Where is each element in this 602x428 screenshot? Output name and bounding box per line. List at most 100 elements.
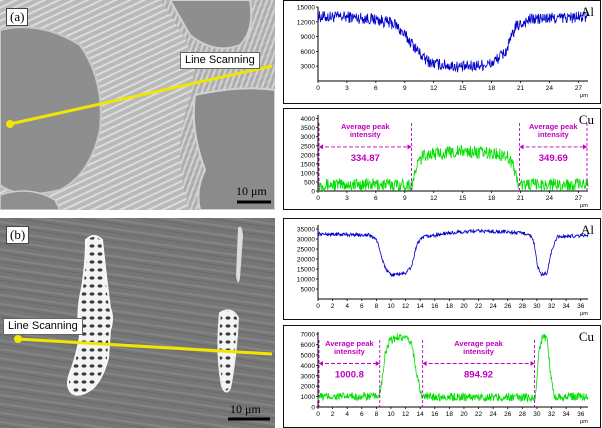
x-tick-label: 24 [546,195,554,202]
y-tick-label: 20000 [297,257,315,264]
y-tick-label: 2000 [301,152,316,159]
x-tick-label: 9 [403,195,407,202]
x-tick-label: 8 [375,411,379,418]
x-tick-label: 0 [316,85,320,92]
x-tick-label: 3 [345,195,349,202]
panel-label-b: (b) [6,226,30,244]
x-tick-label: 28 [519,411,527,418]
x-tick-label: 18 [446,303,454,310]
x-tick-label: 36 [577,303,585,310]
x-tick-label: 14 [417,303,425,310]
x-tick-label: 15 [459,85,467,92]
element-label: Al [581,222,594,237]
x-tick-label: 0 [316,303,320,310]
x-tick-label: 24 [490,303,498,310]
series-line-Cu [317,333,589,403]
y-tick-label: 1000 [301,394,316,401]
y-tick-label: 4000 [301,116,316,123]
y-tick-label: 15000 [297,267,315,274]
x-tick-label: 16 [431,303,439,310]
x-tick-label: 12 [430,195,438,202]
arrow-head-right [407,144,412,150]
x-tick-label: 3 [345,85,349,92]
scale-text-a: 10 μm [236,184,267,198]
y-tick-label: 0 [311,405,315,412]
x-tick-label: 12 [402,303,410,310]
annotation-title: Average peak [454,339,503,348]
annotation-title-2: intensity [538,130,570,139]
annotation-value: 894.92 [464,370,493,381]
x-tick-label: 30 [533,411,541,418]
x-tick-label: 6 [374,195,378,202]
panel-label-a: (a) [6,8,29,26]
element-label: Cu [579,329,595,344]
scan-label-a: Line Scanning [180,52,260,69]
x-tick-label: 34 [562,303,570,310]
y-tick-label: 15000 [297,5,315,12]
x-tick-label: 18 [488,195,496,202]
arrow-head-right [530,361,535,366]
x-tick-label: 15 [459,195,467,202]
annotation-value: 349.69 [539,153,568,164]
chart-a-al: 3000 6000 9000 12000 15000 0 3 6 9 12 15 18 21 24 27 μm… [283,0,601,104]
arrow-head-left [519,144,524,150]
x-tick-label: 20 [460,411,468,418]
y-tick-label: 1500 [301,161,316,168]
x-tick-label: 34 [562,411,570,418]
x-tick-label: 8 [375,303,379,310]
x-tick-label: 26 [504,303,512,310]
annotation-value: 1000.8 [335,370,364,381]
x-tick-label: 36 [577,411,585,418]
x-tick-label: 28 [519,303,527,310]
element-label: Cu [579,112,595,127]
x-tick-label: 4 [345,411,349,418]
y-tick-label: 9000 [301,34,316,41]
x-tick-label: 6 [374,85,378,92]
x-tick-label: 2 [331,303,335,310]
x-tick-label: 0 [316,411,320,418]
x-unit-label: μm [580,203,588,209]
y-tick-label: 6000 [301,342,316,349]
x-tick-label: 12 [430,85,438,92]
x-tick-label: 14 [417,411,425,418]
annotation-value: 334.87 [351,153,380,164]
annotation-title: Average peak [341,122,390,131]
y-tick-label: 1000 [301,170,316,177]
x-tick-label: 6 [360,411,364,418]
x-tick-label: 20 [460,303,468,310]
arrow-head-left [319,361,323,366]
x-tick-label: 2 [331,411,335,418]
chart-a-cu: 0 500 1000 1500 2000 2500 3000 3500 4000 0 3 6 9 12 15… [283,108,601,210]
arrow-head-left [422,361,427,366]
y-tick-label: 7000 [301,332,316,339]
x-tick-label: 10 [387,411,395,418]
element-label: Al [581,4,594,19]
sem-image-a [0,0,275,210]
annotation-title-2: intensity [334,347,366,356]
x-tick-label: 24 [490,411,498,418]
x-unit-label: μm [580,311,588,317]
scan-line-b [14,335,273,356]
annotation-title: Average peak [529,122,578,131]
x-tick-label: 30 [533,303,541,310]
x-tick-label: 18 [446,411,454,418]
y-tick-label: 30000 [297,237,315,244]
y-tick-label: 3000 [301,64,316,71]
x-unit-label: μm [580,419,588,425]
chart-b-al: 5000 10000 15000 20000 25000 30000 35000 0 2 4 6 8 1… [283,218,601,320]
chart-svg-a-Al: 3000 6000 9000 12000 15000 0 3 6 9 12 15 18 21 24 27μm… [297,4,594,99]
chart-b-cu: 0 1000 2000 3000 4000 5000 6000 7000 0 2 4 6 8 10 12 14… [283,325,601,428]
x-tick-label: 16 [431,411,439,418]
y-tick-label: 500 [304,179,315,186]
y-tick-label: 5000 [301,287,316,294]
x-tick-label: 27 [575,195,583,202]
x-unit-label: μm [580,93,588,99]
y-tick-label: 3000 [301,134,316,141]
y-tick-label: 3500 [301,125,316,132]
arrow-head-right [583,144,587,150]
